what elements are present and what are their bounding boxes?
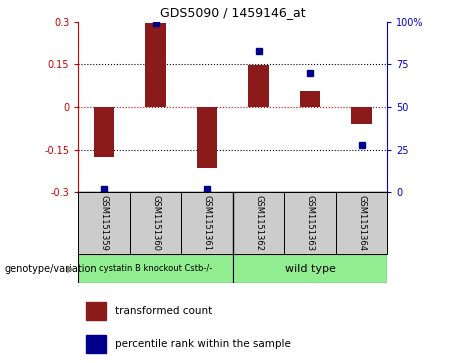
- Text: GSM1151362: GSM1151362: [254, 195, 263, 251]
- Bar: [351, 107, 372, 124]
- Bar: [197, 107, 218, 168]
- Text: ▶: ▶: [67, 264, 74, 274]
- Text: percentile rank within the sample: percentile rank within the sample: [115, 339, 291, 349]
- Text: GSM1151364: GSM1151364: [357, 195, 366, 251]
- Bar: [94, 107, 114, 157]
- Bar: [233, 254, 387, 283]
- Bar: [130, 192, 181, 254]
- Bar: [248, 65, 269, 107]
- Text: GSM1151363: GSM1151363: [306, 195, 314, 251]
- Bar: [181, 192, 233, 254]
- Bar: [336, 192, 387, 254]
- Text: wild type: wild type: [284, 264, 336, 274]
- Text: GSM1151361: GSM1151361: [202, 195, 212, 251]
- Bar: [284, 192, 336, 254]
- Bar: [300, 91, 320, 107]
- Text: GSM1151359: GSM1151359: [100, 195, 109, 251]
- Bar: [145, 23, 166, 107]
- Bar: [86, 335, 106, 353]
- Text: cystatin B knockout Cstb-/-: cystatin B knockout Cstb-/-: [99, 264, 212, 273]
- Bar: [78, 254, 233, 283]
- Bar: [78, 192, 130, 254]
- Text: GSM1151360: GSM1151360: [151, 195, 160, 251]
- Title: GDS5090 / 1459146_at: GDS5090 / 1459146_at: [160, 6, 306, 19]
- Bar: [86, 302, 106, 320]
- Text: genotype/variation: genotype/variation: [5, 264, 97, 274]
- Text: transformed count: transformed count: [115, 306, 213, 316]
- Bar: [233, 192, 284, 254]
